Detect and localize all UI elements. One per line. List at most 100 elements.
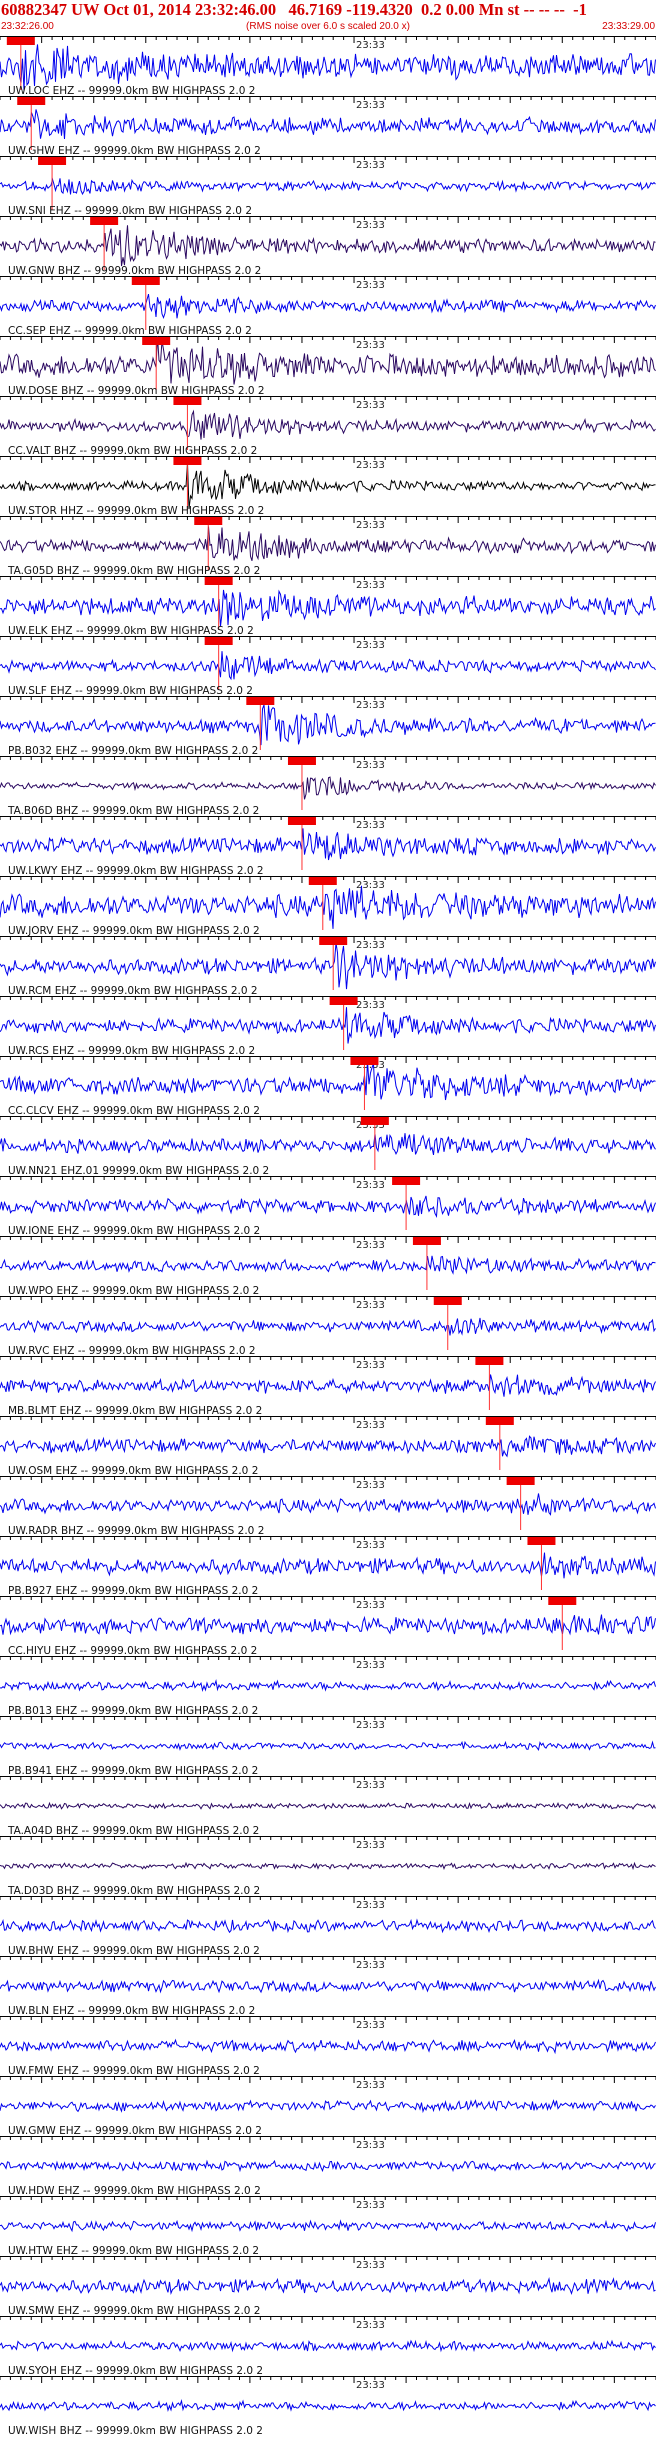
trace-row: 23:33 TA.A04D BHZ -- 99999.0km BW HIGHPAS… (0, 1776, 656, 1837)
station-label: UW.STOR HHZ -- 99999.0km BW HIGHPASS 2.0… (8, 505, 264, 517)
waveform (0, 776, 656, 800)
minute-label: 23:33 (356, 1240, 385, 1251)
minute-label: 23:33 (356, 1840, 385, 1851)
waveform (0, 1978, 656, 1994)
waveform (0, 2339, 656, 2353)
minute-label: 23:33 (356, 340, 385, 351)
trace-row: 23:33 TA.D03D BHZ -- 99999.0km BW HIGHPAS… (0, 1836, 656, 1897)
trace-row: 23:33 CC.VALT BHZ -- 99999.0km BW HIGHPAS… (0, 396, 656, 457)
trace-row: 23:33 UW.IONE EHZ -- 99999.0km BW HIGHPAS… (0, 1176, 656, 1237)
trace-row: 23:33 UW.GMW EHZ -- 99999.0km BW HIGHPASS… (0, 2076, 656, 2137)
minute-label: 23:33 (356, 280, 385, 291)
waveform (0, 2038, 656, 2055)
station-label: TA.G05D BHZ -- 99999.0km BW HIGHPASS 2.0… (7, 565, 260, 577)
pick-marker (319, 937, 348, 945)
station-label: UW.GNW BHZ -- 99999.0km BW HIGHPASS 2.0 … (8, 265, 261, 277)
minute-label: 23:33 (356, 2140, 385, 2151)
waveform (0, 177, 656, 196)
station-label: UW.OSM EHZ -- 99999.0km BW HIGHPASS 2.0 … (8, 1465, 258, 1477)
minute-label: 23:33 (356, 40, 385, 51)
station-label: UW.RADR BHZ -- 99999.0km BW HIGHPASS 2.0… (8, 1525, 264, 1537)
trace-row: 23:33 UW.RADR BHZ -- 99999.0km BW HIGHPAS… (0, 1476, 656, 1537)
pick-marker (433, 1297, 462, 1305)
trace-row: 23:33 UW.ELK EHZ -- 99999.0km BW HIGHPASS… (0, 576, 656, 637)
station-label: UW.HTW EHZ -- 99999.0km BW HIGHPASS 2.0 … (8, 2245, 259, 2257)
waveform (0, 1918, 656, 1934)
minute-label: 23:33 (356, 2380, 385, 2391)
waveform (0, 1861, 656, 1871)
pick-marker (142, 337, 171, 345)
pick-marker (350, 1057, 379, 1065)
trace-row: 23:33 PB.B927 EHZ -- 99999.0km BW HIGHPAS… (0, 1536, 656, 1597)
station-label: UW.GMW EHZ -- 99999.0km BW HIGHPASS 2.0 … (8, 2125, 262, 2137)
waveform (0, 1435, 656, 1458)
minute-label: 23:33 (356, 1120, 385, 1131)
minute-label: 23:33 (356, 1300, 385, 1311)
trace-row: 23:33 UW.STOR HHZ -- 99999.0km BW HIGHPAS… (0, 456, 656, 517)
station-label: UW.BHW EHZ -- 99999.0km BW HIGHPASS 2.0 … (8, 1945, 260, 1957)
pick-marker (548, 1597, 577, 1605)
waveform (0, 1060, 656, 1101)
minute-label: 23:33 (356, 1180, 385, 1191)
pick-marker (204, 577, 233, 585)
pick-marker (17, 97, 46, 105)
station-label: UW.IONE EHZ -- 99999.0km BW HIGHPASS 2.0… (8, 1225, 260, 1237)
trace-row: 23:33 UW.LOC EHZ -- 99999.0km BW HIGHPASS… (0, 36, 656, 97)
station-label: CC.HIYU EHZ -- 99999.0km BW HIGHPASS 2.0… (8, 1645, 257, 1657)
waveform (0, 1679, 656, 1693)
minute-label: 23:33 (356, 100, 385, 111)
station-label: TA.A04D BHZ -- 99999.0km BW HIGHPASS 2.0… (7, 1825, 259, 1837)
trace-row: 23:33 CC.SEP EHZ -- 99999.0km BW HIGHPASS… (0, 276, 656, 337)
station-label: TA.D03D BHZ -- 99999.0km BW HIGHPASS 2.0… (7, 1885, 260, 1897)
station-label: PB.B013 EHZ -- 99999.0km BW HIGHPASS 2.0… (8, 1705, 258, 1717)
waveform (0, 526, 656, 561)
pick-marker (6, 37, 35, 45)
trace-row: 23:33 UW.WPO EHZ -- 99999.0km BW HIGHPASS… (0, 1236, 656, 1297)
trace-row: 23:33 UW.GHW EHZ -- 99999.0km BW HIGHPASS… (0, 96, 656, 157)
station-label: UW.LKWY EHZ -- 99999.0km BW HIGHPASS 2.0… (8, 865, 264, 877)
waveform (0, 293, 656, 320)
pick-marker (287, 757, 316, 765)
waveform (0, 1614, 656, 1636)
trace-row: 23:33 UW.BHW EHZ -- 99999.0km BW HIGHPASS… (0, 1896, 656, 1957)
station-label: UW.RCM EHZ -- 99999.0km BW HIGHPASS 2.0 … (8, 985, 258, 997)
pick-marker (308, 877, 337, 885)
station-label: UW.NN21 EHZ.01 99999.0km BW HIGHPASS 2.0… (8, 1165, 269, 1177)
station-label: CC.CLCV EHZ -- 99999.0km BW HIGHPASS 2.0… (8, 1105, 260, 1117)
waveform (0, 1133, 656, 1156)
minute-label: 23:33 (356, 460, 385, 471)
trace-row: 23:33 UW.SYOH EHZ -- 99999.0km BW HIGHPAS… (0, 2316, 656, 2377)
pick-marker (38, 157, 67, 165)
waveform (0, 44, 656, 91)
waveform (0, 2159, 656, 2173)
station-label: PB.B927 EHZ -- 99999.0km BW HIGHPASS 2.0… (8, 1585, 258, 1597)
station-label: UW.SLF EHZ -- 99999.0km BW HIGHPASS 2.0 … (8, 685, 253, 697)
station-label: UW.ELK EHZ -- 99999.0km BW HIGHPASS 2.0 … (8, 625, 254, 637)
pick-marker (173, 397, 202, 405)
pick-marker (527, 1537, 556, 1545)
station-label: UW.SNI EHZ -- 99999.0km BW HIGHPASS 2.0 … (8, 205, 252, 217)
pick-marker (475, 1357, 504, 1365)
pick-marker (287, 817, 316, 825)
trace-row: 23:33 MB.BLMT EHZ -- 99999.0km BW HIGHPAS… (0, 1356, 656, 1417)
waveform (0, 109, 656, 140)
pick-marker (485, 1417, 514, 1425)
station-label: UW.JORV EHZ -- 99999.0km BW HIGHPASS 2.0… (8, 925, 260, 937)
minute-label: 23:33 (356, 880, 385, 891)
station-label: UW.WISH BHZ -- 99999.0km BW HIGHPASS 2.0… (8, 2425, 263, 2437)
station-label: TA.B06D BHZ -- 99999.0km BW HIGHPASS 2.0… (7, 805, 259, 817)
trace-row: 23:33 UW.JORV EHZ -- 99999.0km BW HIGHPAS… (0, 876, 656, 937)
station-label: UW.FMW EHZ -- 99999.0km BW HIGHPASS 2.0 … (8, 2065, 260, 2077)
minute-label: 23:33 (356, 2200, 385, 2211)
pick-marker (246, 697, 275, 705)
station-label: UW.GHW EHZ -- 99999.0km BW HIGHPASS 2.0 … (8, 145, 261, 157)
minute-label: 23:33 (356, 1900, 385, 1911)
seismogram-plot: 23:33 UW.LOC EHZ -- 99999.0km BW HIGHPASS… (0, 36, 656, 2437)
minute-label: 23:33 (356, 1960, 385, 1971)
pick-marker (412, 1237, 441, 1245)
waveform (0, 2099, 656, 2114)
trace-row: 23:33 UW.SMW EHZ -- 99999.0km BW HIGHPASS… (0, 2256, 656, 2317)
minute-label: 23:33 (356, 1420, 385, 1431)
minute-label: 23:33 (356, 760, 385, 771)
minute-label: 23:33 (356, 1060, 385, 1071)
